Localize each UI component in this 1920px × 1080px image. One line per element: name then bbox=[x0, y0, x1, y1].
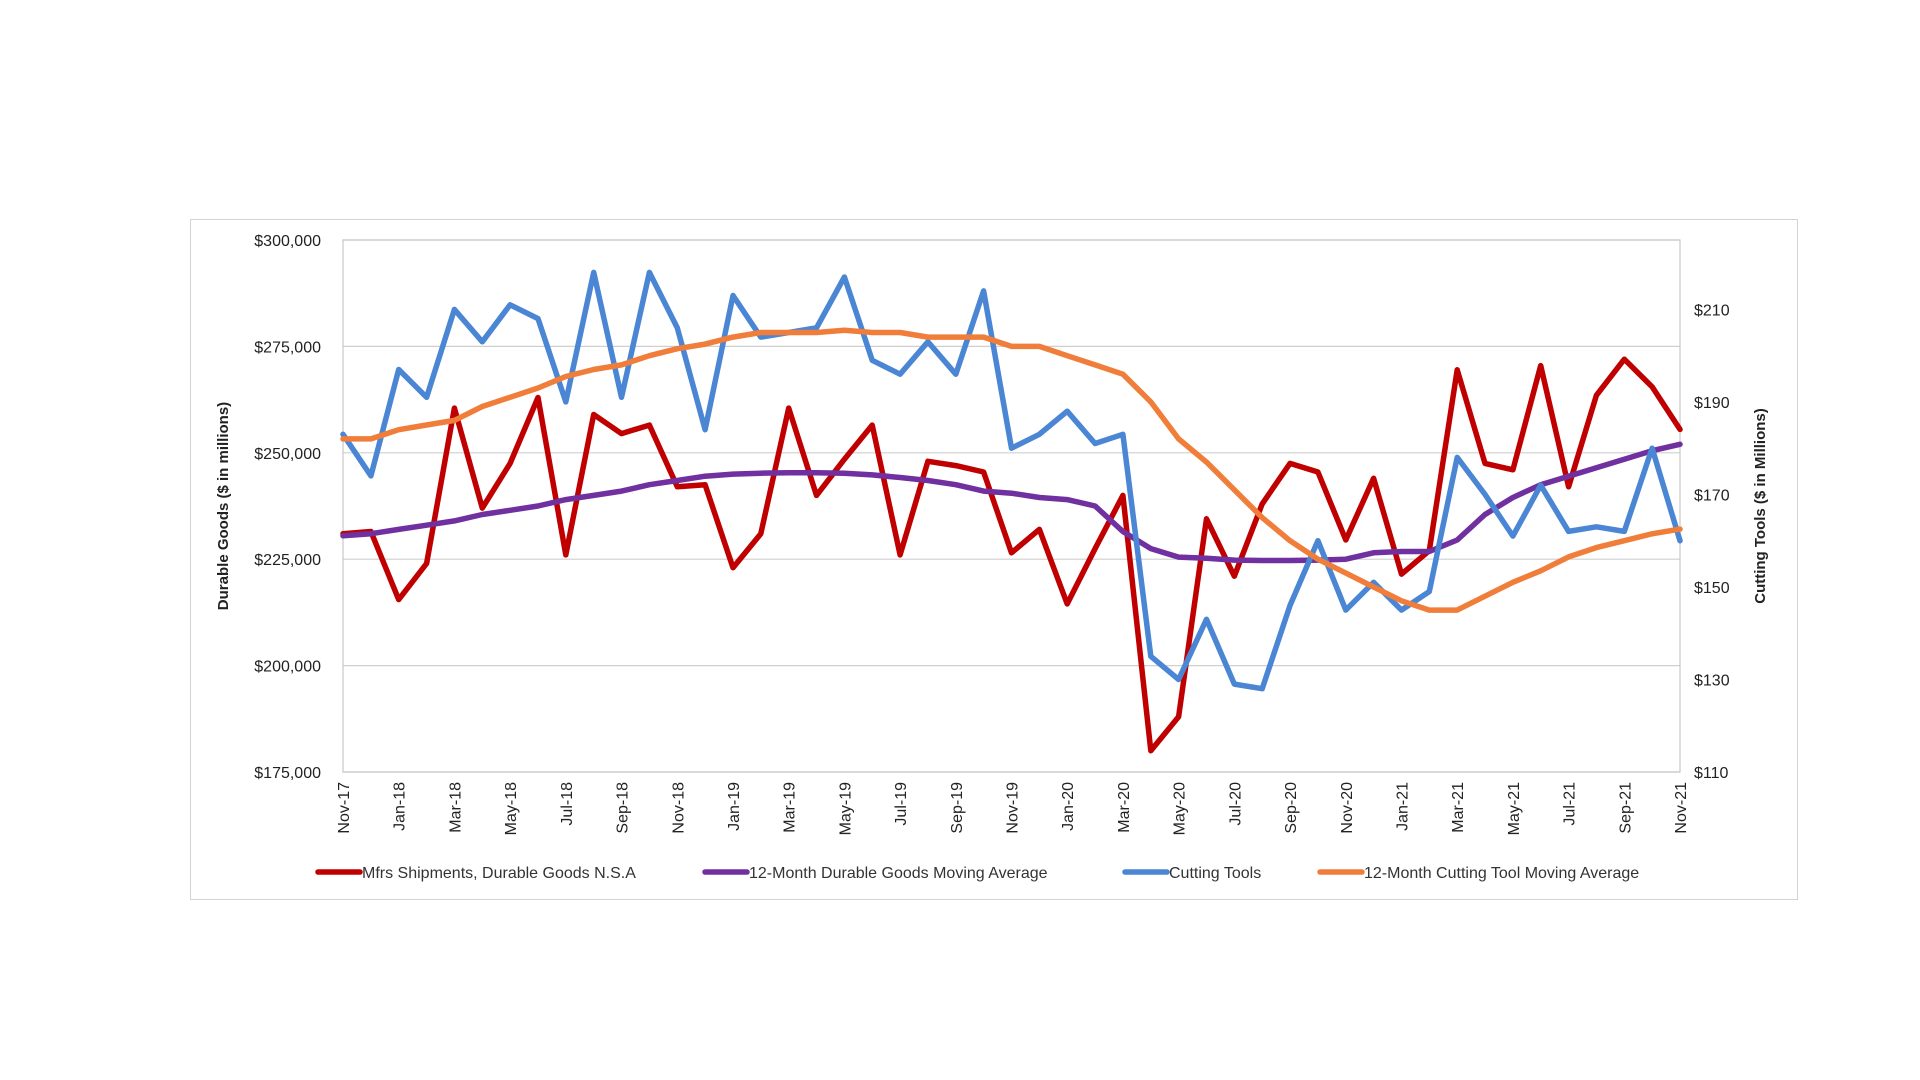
x-tick-label: Sep-19 bbox=[949, 782, 966, 834]
left-y-tick-label: $275,000 bbox=[254, 339, 321, 356]
x-tick-label: Nov-18 bbox=[670, 782, 687, 834]
left-y-tick-label: $300,000 bbox=[254, 233, 321, 250]
legend-label: 12-Month Cutting Tool Moving Average bbox=[1364, 865, 1639, 882]
x-tick-label: Jul-18 bbox=[559, 782, 576, 826]
series-line-4 bbox=[340, 327, 1683, 613]
right-y-tick-label: $130 bbox=[1694, 672, 1730, 689]
x-tick-label: Mar-20 bbox=[1116, 782, 1133, 833]
x-tick-label: Sep-21 bbox=[1617, 782, 1634, 834]
left-y-tick-label: $250,000 bbox=[254, 446, 321, 463]
x-tick-label: Nov-17 bbox=[336, 782, 353, 834]
x-tick-label: Jul-19 bbox=[893, 782, 910, 826]
series-lines bbox=[340, 269, 1683, 754]
x-tick-label: Jan-19 bbox=[726, 782, 743, 831]
x-tick-label: Nov-19 bbox=[1005, 782, 1022, 834]
x-tick-label: Jan-20 bbox=[1060, 782, 1077, 831]
x-tick-label: Nov-21 bbox=[1673, 782, 1690, 834]
x-tick-label: Jan-18 bbox=[392, 782, 409, 831]
left-y-axis-title: Durable Goods ($ in millions) bbox=[215, 402, 232, 610]
x-tick-label: Jul-21 bbox=[1562, 782, 1579, 826]
x-tick-label: May-21 bbox=[1506, 782, 1523, 835]
left-y-tick-label: $200,000 bbox=[254, 659, 321, 676]
right-y-tick-label: $190 bbox=[1694, 395, 1730, 412]
legend-label: Mfrs Shipments, Durable Goods N.S.A bbox=[362, 865, 636, 882]
left-y-axis-ticks: $175,000 $200,000 $225,000 $250,000 $275,000… bbox=[254, 233, 321, 782]
x-tick-label: Sep-18 bbox=[615, 782, 632, 834]
x-axis-ticks: Nov-17 Jan-18 Mar-18 May-18 Jul-18 Sep-18 Nov-… bbox=[336, 782, 1690, 835]
series-line-1 bbox=[340, 356, 1683, 754]
legend-label: 12-Month Durable Goods Moving Average bbox=[749, 865, 1048, 882]
plot-area-border bbox=[342, 239, 1681, 773]
right-y-axis-ticks: $110 $130 $150 $170 $190 $210 bbox=[1694, 302, 1730, 782]
x-tick-label: Sep-20 bbox=[1283, 782, 1300, 834]
x-tick-label: Mar-18 bbox=[447, 782, 464, 833]
x-tick-label: Mar-21 bbox=[1450, 782, 1467, 833]
right-y-tick-label: $150 bbox=[1694, 580, 1730, 597]
x-tick-label: Nov-20 bbox=[1339, 782, 1356, 834]
x-tick-label: Mar-19 bbox=[782, 782, 799, 833]
legend: Mfrs Shipments, Durable Goods N.S.A 12-Mo… bbox=[315, 865, 1639, 882]
series-line-2 bbox=[340, 441, 1683, 564]
x-tick-label: May-18 bbox=[503, 782, 520, 835]
x-tick-label: Jan-21 bbox=[1394, 782, 1411, 831]
x-tick-label: Jul-20 bbox=[1227, 782, 1244, 826]
x-tick-label: May-20 bbox=[1172, 782, 1189, 835]
left-y-tick-label: $175,000 bbox=[254, 765, 321, 782]
series-line-3 bbox=[340, 269, 1683, 692]
left-y-tick-label: $225,000 bbox=[254, 552, 321, 569]
x-tick-label: May-19 bbox=[837, 782, 854, 835]
right-y-axis-title: Cutting Tools ($ in Millions) bbox=[1752, 408, 1769, 604]
legend-label: Cutting Tools bbox=[1169, 865, 1261, 882]
right-y-tick-label: $170 bbox=[1694, 487, 1730, 504]
right-y-tick-label: $110 bbox=[1694, 765, 1729, 782]
right-y-tick-label: $210 bbox=[1694, 302, 1730, 319]
